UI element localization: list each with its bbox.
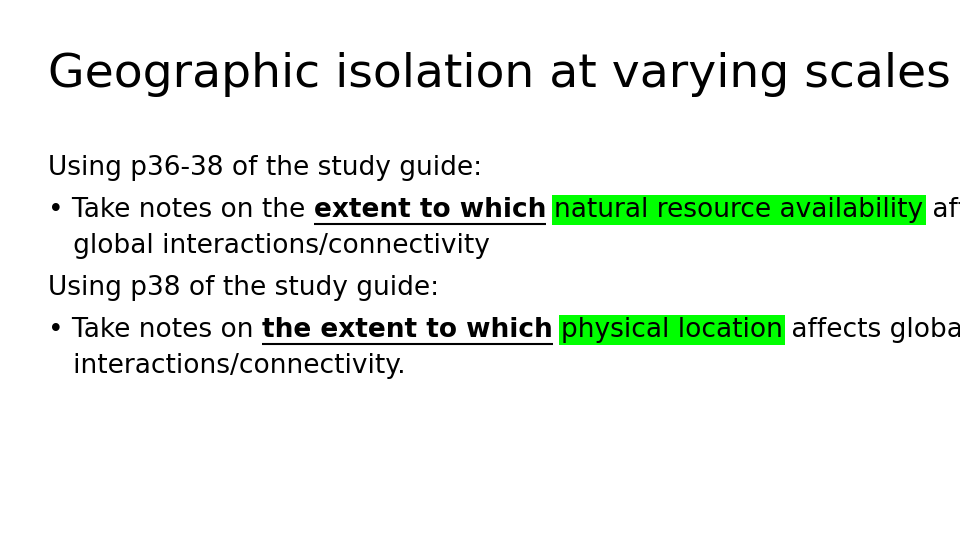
Text: Using p36-38 of the study guide:: Using p36-38 of the study guide: bbox=[48, 155, 482, 181]
Text: interactions/connectivity.: interactions/connectivity. bbox=[48, 353, 406, 379]
Text: • Take notes on: • Take notes on bbox=[48, 317, 262, 343]
Text: • Take notes on the: • Take notes on the bbox=[48, 197, 314, 223]
Text: affects: affects bbox=[924, 197, 960, 223]
Text: the extent to which: the extent to which bbox=[262, 317, 553, 343]
Text: extent to which: extent to which bbox=[314, 197, 546, 223]
Text: natural resource availability: natural resource availability bbox=[554, 197, 924, 223]
Text: Using p38 of the study guide:: Using p38 of the study guide: bbox=[48, 275, 439, 301]
Text: affects global: affects global bbox=[782, 317, 960, 343]
Text: global interactions/connectivity: global interactions/connectivity bbox=[48, 233, 490, 259]
Text: physical location: physical location bbox=[561, 317, 782, 343]
Text: Geographic isolation at varying scales: Geographic isolation at varying scales bbox=[48, 52, 950, 97]
